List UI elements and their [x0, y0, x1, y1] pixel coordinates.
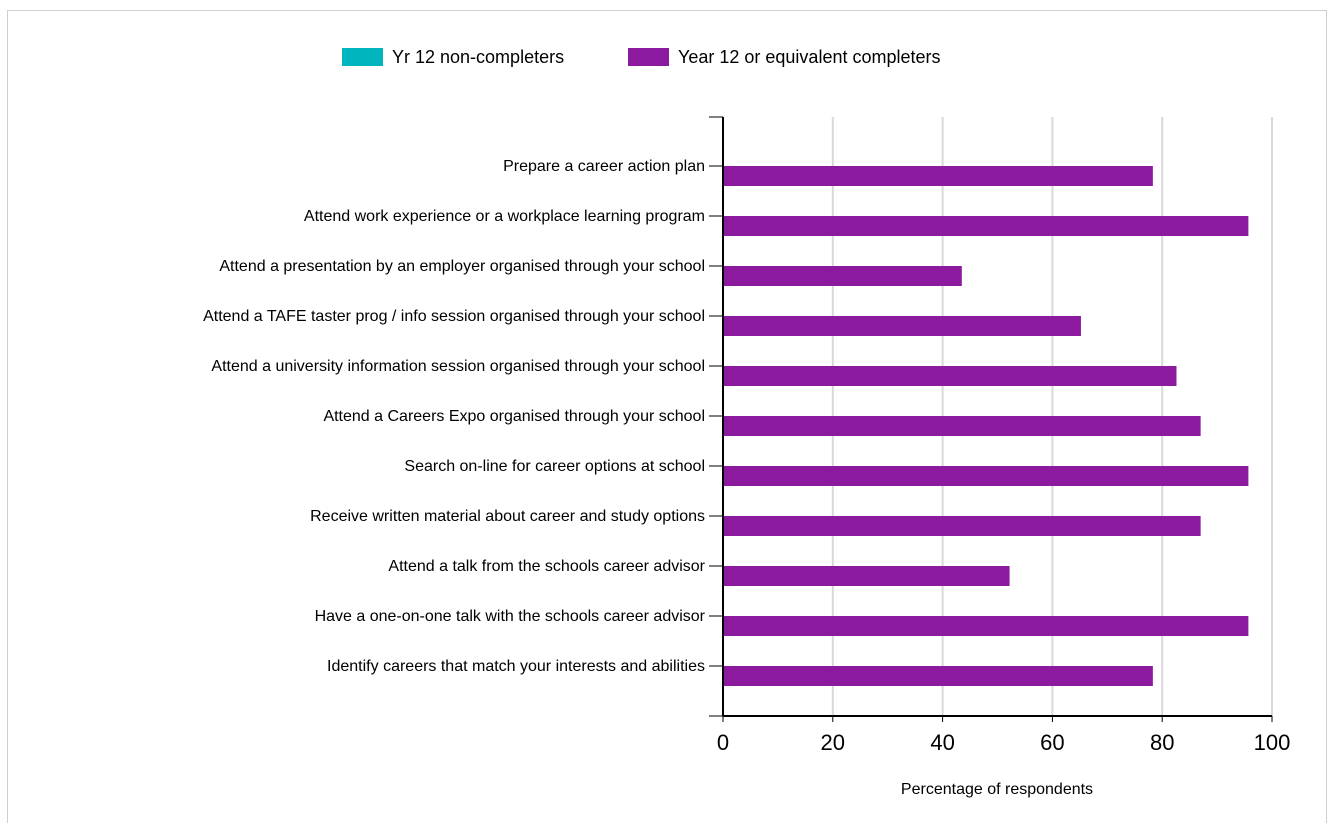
x-tick-label: 80: [1150, 730, 1174, 755]
legend-label: Yr 12 non-completers: [392, 47, 564, 67]
bar-year12-completers: [724, 566, 1010, 586]
bar-year12-completers: [724, 516, 1201, 536]
bar-year12-completers: [724, 316, 1081, 336]
category-label: Attend a presentation by an employer org…: [219, 258, 705, 275]
category-label: Receive written material about career an…: [310, 508, 705, 525]
x-tick-labels: 0 20 40 60 80 100: [717, 730, 1290, 755]
bar-year12-completers: [724, 266, 962, 286]
axes: [709, 116, 1273, 722]
category-label: Attend a talk from the schools career ad…: [388, 558, 705, 575]
bar-year12-completers: [724, 416, 1201, 436]
x-tick-label: 100: [1254, 730, 1291, 755]
x-tick-label: 20: [821, 730, 845, 755]
bar-year12-completers: [724, 216, 1249, 236]
legend-swatch: [628, 48, 669, 66]
x-tick-label: 40: [930, 730, 954, 755]
bars: [724, 166, 1249, 686]
category-label: Have a one-on-one talk with the schools …: [315, 608, 706, 625]
x-axis-title: Percentage of respondents: [901, 781, 1093, 798]
x-tick-label: 0: [717, 730, 729, 755]
bar-year12-completers: [724, 366, 1177, 386]
category-label: Attend work experience or a workplace le…: [304, 208, 705, 225]
category-label: Search on-line for career options at sch…: [404, 458, 705, 475]
bar-year12-completers: [724, 466, 1249, 486]
x-tick-label: 60: [1040, 730, 1064, 755]
legend-swatch: [342, 48, 383, 66]
bar-year12-completers: [724, 166, 1153, 186]
bar-year12-completers: [724, 616, 1249, 636]
category-label: Attend a university information session …: [211, 358, 705, 375]
legend: Yr 12 non-completers Year 12 or equivalen…: [342, 47, 941, 67]
category-label: Prepare a career action plan: [503, 158, 705, 175]
category-label: Identify careers that match your interes…: [327, 658, 705, 675]
category-label: Attend a TAFE taster prog / info session…: [203, 308, 705, 325]
category-labels: Prepare a career action plan Attend work …: [203, 158, 706, 675]
legend-label: Year 12 or equivalent completers: [678, 47, 941, 67]
bar-year12-completers: [724, 666, 1153, 686]
category-label: Attend a Careers Expo organised through …: [323, 408, 705, 425]
